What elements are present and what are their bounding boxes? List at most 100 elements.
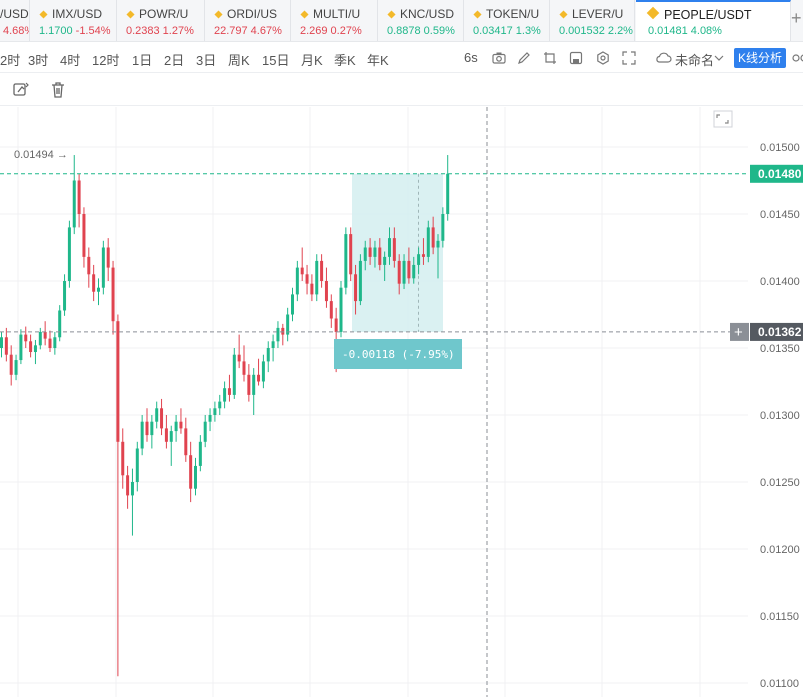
candle bbox=[179, 408, 183, 434]
candle bbox=[218, 394, 222, 415]
fullscreen-icon[interactable] bbox=[622, 51, 636, 65]
timeframe-12[interactable]: 年K bbox=[367, 53, 389, 68]
candle bbox=[237, 334, 241, 369]
candle bbox=[111, 260, 115, 335]
more-icon[interactable] bbox=[792, 51, 803, 65]
settings-icon[interactable] bbox=[596, 51, 610, 65]
candle bbox=[421, 238, 425, 265]
ticker-tab-9[interactable]: PEOPLE/USDT 0.01481 4.08% bbox=[636, 0, 791, 41]
price-axis-tick: 0.01250 bbox=[760, 477, 800, 489]
candle bbox=[9, 345, 13, 386]
cursor-price-tag: + 0.01362 bbox=[730, 322, 803, 341]
candle bbox=[38, 327, 42, 350]
candle bbox=[373, 240, 377, 268]
candle bbox=[252, 368, 256, 415]
cloud-icon[interactable] bbox=[655, 51, 672, 65]
candle bbox=[276, 321, 280, 348]
timeframe-1[interactable]: 2时 bbox=[0, 53, 21, 68]
timeframe-5[interactable]: 1日 bbox=[132, 53, 153, 68]
price-axis-tick: 0.01450 bbox=[760, 209, 800, 221]
candle bbox=[412, 256, 416, 284]
candle bbox=[135, 441, 139, 492]
timeframe-3[interactable]: 4时 bbox=[60, 53, 81, 68]
candle bbox=[4, 327, 8, 362]
ticker-tab-1[interactable]: /USD 4.68% bbox=[0, 0, 30, 41]
candle bbox=[446, 155, 450, 221]
ticker-tab-7[interactable]: TOKEN/U 0.03417 1.3% bbox=[465, 0, 550, 41]
ticker-tab-4[interactable]: ORDI/US 22.797 4.67% bbox=[206, 0, 291, 41]
kline-analysis-button[interactable]: K线分析 bbox=[734, 48, 786, 68]
ticker-symbol: PEOPLE/USDT bbox=[664, 8, 752, 22]
candle bbox=[87, 247, 91, 288]
candle bbox=[67, 220, 71, 288]
candle bbox=[358, 254, 362, 306]
candle bbox=[77, 173, 81, 228]
ticker-tab-5[interactable]: MULTI/U 2.269 0.27% bbox=[292, 0, 378, 41]
ticker-symbol: KNC/USD bbox=[400, 7, 455, 21]
candle bbox=[295, 260, 299, 302]
candle bbox=[48, 330, 52, 353]
plus-icon[interactable]: + bbox=[734, 324, 743, 341]
timeframe-4[interactable]: 12时 bbox=[92, 53, 120, 68]
timeframe-2[interactable]: 3时 bbox=[28, 53, 49, 68]
timeframe-6[interactable]: 2日 bbox=[164, 53, 185, 68]
current-price-tag: 0.01480 bbox=[750, 164, 803, 183]
candle bbox=[407, 247, 411, 284]
candle bbox=[213, 401, 217, 422]
add-tab-icon[interactable]: + bbox=[791, 8, 802, 28]
candle bbox=[266, 341, 270, 373]
edit-icon[interactable] bbox=[517, 51, 531, 65]
ticker-tab-3[interactable]: POWR/U 0.2383 1.27% bbox=[118, 0, 205, 41]
candle bbox=[324, 267, 328, 308]
draw-sync-icon[interactable] bbox=[12, 81, 30, 99]
ticker-change: -1.54% bbox=[75, 25, 111, 37]
trash-icon[interactable] bbox=[49, 81, 67, 99]
exchange-logo-icon bbox=[646, 6, 660, 20]
expand-icon[interactable] bbox=[713, 110, 733, 128]
exchange-logo-icon bbox=[473, 10, 482, 19]
timeframe-9[interactable]: 15日 bbox=[262, 53, 290, 68]
candle bbox=[164, 415, 168, 449]
save-layout-icon[interactable] bbox=[569, 51, 583, 65]
add-alert-button[interactable] bbox=[730, 322, 749, 341]
ticker-price: 0.8878 bbox=[387, 25, 421, 37]
ticker-symbol: ORDI/US bbox=[227, 7, 278, 21]
ticker-tab-6[interactable]: KNC/USD 0.8878 0.59% bbox=[379, 0, 464, 41]
ticker-change: 2.2% bbox=[607, 25, 633, 37]
timeframe-10[interactable]: 月K bbox=[301, 53, 323, 68]
ticker-change: 1.3% bbox=[515, 25, 541, 37]
chevron-down-icon[interactable] bbox=[714, 51, 724, 65]
candle bbox=[320, 254, 324, 288]
ticker-symbol: TOKEN/U bbox=[486, 7, 540, 21]
candle bbox=[227, 374, 231, 402]
candle bbox=[257, 358, 261, 386]
measure-label-box: -0.00118 (-7.95%) bbox=[334, 339, 462, 369]
timeframe-7[interactable]: 3日 bbox=[196, 53, 217, 68]
camera-icon[interactable] bbox=[492, 51, 506, 65]
candle bbox=[194, 457, 197, 496]
candle bbox=[198, 435, 202, 472]
timeframe-11[interactable]: 季K bbox=[334, 53, 356, 68]
ticker-tab-8[interactable]: LEVER/U 0.001532 2.2% bbox=[551, 0, 635, 41]
layout-name[interactable]: 未命名 bbox=[675, 53, 715, 68]
ticker-tab-2[interactable]: IMX/USD 1.1700 -1.54% bbox=[31, 0, 117, 41]
interval-label[interactable]: 6s bbox=[464, 50, 478, 65]
candle bbox=[29, 334, 33, 358]
candle bbox=[208, 408, 212, 432]
price-axis-tick: 0.01300 bbox=[760, 410, 800, 422]
timeframe-8[interactable]: 周K bbox=[228, 53, 250, 68]
ticker-symbol: LEVER/U bbox=[572, 7, 624, 21]
price-chart[interactable]: 0.01500 0.01450 0.01400 0.01350 0.01300 0.012… bbox=[0, 107, 803, 697]
candle bbox=[126, 465, 130, 509]
candle bbox=[310, 274, 314, 302]
candle bbox=[349, 227, 353, 281]
cursor-price-value: 0.01362 bbox=[758, 325, 802, 339]
candle bbox=[329, 294, 333, 328]
candle bbox=[189, 441, 193, 503]
crop-icon[interactable] bbox=[543, 51, 557, 65]
drawing-toolbar bbox=[0, 74, 803, 106]
candle bbox=[101, 240, 105, 295]
price-axis-tick: 0.01200 bbox=[760, 544, 800, 556]
candle bbox=[43, 321, 47, 346]
candle bbox=[19, 329, 23, 365]
